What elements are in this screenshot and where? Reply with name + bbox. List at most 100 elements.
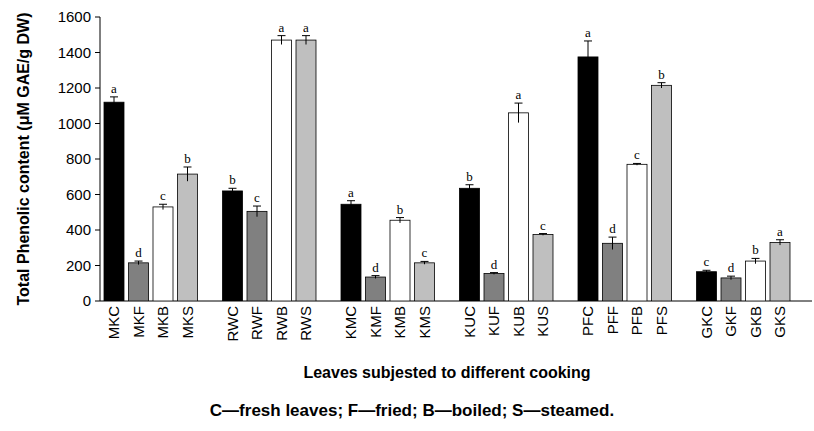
y-tick-label: 200 <box>66 257 91 274</box>
bar <box>746 261 766 301</box>
bar <box>533 234 553 301</box>
x-tick-label: PFB <box>628 306 645 335</box>
error-bar <box>609 237 617 249</box>
significance-letter: a <box>585 25 591 40</box>
bar <box>390 220 410 301</box>
y-tick-label: 800 <box>66 150 91 167</box>
bar <box>509 113 529 301</box>
error-stem <box>163 204 164 209</box>
bar <box>341 204 361 301</box>
x-tick-label: PFF <box>604 306 621 334</box>
x-tick-label: KMC <box>342 306 359 340</box>
y-tick <box>95 194 100 195</box>
significance-letter: c <box>160 188 166 203</box>
error-cap <box>539 233 547 234</box>
error-stem <box>138 261 139 265</box>
error-bar <box>135 261 143 265</box>
significance-letter: b <box>658 67 665 82</box>
error-bar <box>703 270 711 273</box>
bar <box>223 191 243 301</box>
error-bar <box>278 36 286 45</box>
significance-letter: c <box>634 147 640 162</box>
error-stem <box>731 276 732 280</box>
bar <box>627 164 647 301</box>
error-bar <box>490 273 498 275</box>
error-bar <box>159 204 167 209</box>
error-bar <box>727 276 735 280</box>
bar <box>129 263 149 301</box>
y-tick-label: 1200 <box>58 79 91 96</box>
significance-letter: d <box>135 245 142 260</box>
bar <box>721 278 741 301</box>
error-cap <box>776 239 784 240</box>
error-bar <box>584 41 592 73</box>
error-stem <box>612 237 613 249</box>
bar <box>178 174 198 301</box>
x-tick-label: GKC <box>698 306 715 339</box>
significance-letter: b <box>466 169 473 184</box>
error-stem <box>351 201 352 208</box>
x-tick-label: MKF <box>130 306 147 338</box>
significance-letter: d <box>609 221 616 236</box>
significance-letter: c <box>704 254 710 269</box>
y-tick <box>95 123 100 124</box>
error-stem <box>755 258 756 263</box>
significance-letter: a <box>516 87 522 102</box>
x-tick-label: MKC <box>105 306 122 340</box>
error-cap <box>372 275 380 276</box>
error-stem <box>257 206 258 217</box>
significance-letter: d <box>372 260 379 275</box>
y-tick <box>95 159 100 160</box>
x-tick-label: KMF <box>367 306 384 338</box>
error-bar <box>229 188 237 193</box>
error-cap <box>253 206 261 207</box>
x-tick-label: PFC <box>579 306 596 336</box>
error-bar <box>515 103 523 123</box>
error-cap <box>633 163 641 164</box>
significance-letter: a <box>303 20 309 35</box>
bar <box>153 207 173 301</box>
error-cap <box>584 40 592 41</box>
error-bar <box>633 163 641 165</box>
x-tick-label: GKF <box>722 306 739 337</box>
error-bar <box>253 206 261 217</box>
significance-letter: a <box>348 185 354 200</box>
x-tick-label: RWS <box>297 306 314 341</box>
error-cap <box>159 204 167 205</box>
error-stem <box>232 188 233 193</box>
error-cap <box>421 261 429 262</box>
x-tick-label: RWF <box>248 306 265 340</box>
y-tick <box>95 265 100 266</box>
error-stem <box>588 41 589 73</box>
error-cap <box>609 237 617 238</box>
y-tick <box>95 88 100 89</box>
y-tick <box>95 52 100 53</box>
significance-letter: d <box>491 257 498 272</box>
error-bar <box>658 83 666 88</box>
error-stem <box>400 218 401 223</box>
y-tick-label: 400 <box>66 221 91 238</box>
bar <box>272 40 292 301</box>
error-stem <box>306 36 307 45</box>
bar <box>104 102 124 301</box>
bar <box>415 263 435 301</box>
x-tick-label: RWC <box>224 306 241 342</box>
error-cap <box>703 270 711 271</box>
x-tick-label: KMS <box>416 306 433 339</box>
significance-letter: b <box>397 202 404 217</box>
significance-letter: d <box>728 260 735 275</box>
error-cap <box>184 166 192 167</box>
error-bar <box>347 201 355 208</box>
error-stem <box>780 240 781 245</box>
error-cap <box>110 96 118 97</box>
error-cap <box>396 217 404 218</box>
x-axis-title: Leaves subjested to different cooking <box>303 364 590 381</box>
bar <box>770 242 790 301</box>
error-bar <box>466 185 474 192</box>
y-tick-label: 1400 <box>58 44 91 61</box>
error-cap <box>658 82 666 83</box>
error-cap <box>135 261 143 262</box>
y-tick <box>95 230 100 231</box>
bar <box>484 273 504 301</box>
error-stem <box>469 185 470 192</box>
